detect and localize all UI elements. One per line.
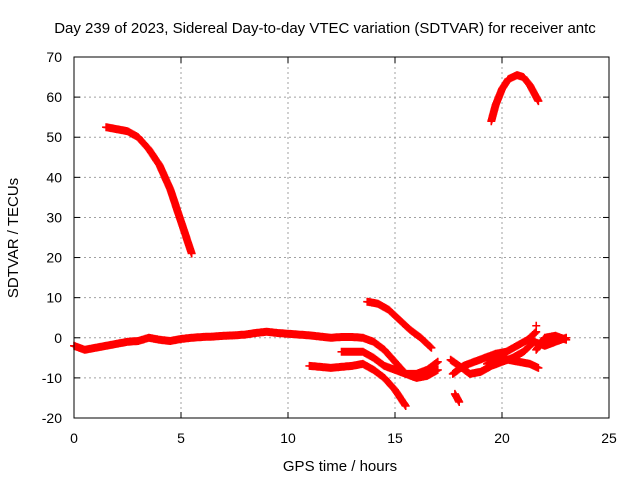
x-tick-label: 20 xyxy=(494,430,510,446)
grid xyxy=(74,57,609,418)
y-tick-label: 30 xyxy=(46,209,62,225)
y-tick-label: 40 xyxy=(46,169,62,185)
y-tick-label: 10 xyxy=(46,290,62,306)
axis-ticks: 0 5 10 15 20 25 -20 -10 0 10 20 30 40 50 60 70 xyxy=(42,49,617,446)
x-tick-label: 0 xyxy=(70,430,78,446)
chart-title: Day 239 of 2023, Sidereal Day-to-day VTE… xyxy=(54,20,596,37)
series-arc-8 xyxy=(448,327,541,378)
x-tick-label: 5 xyxy=(177,430,185,446)
x-axis-label: GPS time / hours xyxy=(283,458,397,475)
y-tick-label: 20 xyxy=(46,250,62,266)
series-arc-10 xyxy=(532,331,571,354)
y-axis-label: SDTVAR / TECUs xyxy=(5,178,22,298)
y-tick-label: 70 xyxy=(46,49,62,65)
y-tick-label: -10 xyxy=(42,370,62,386)
series-arc-6 xyxy=(450,389,464,406)
series-arc-2 xyxy=(102,123,196,258)
y-tick-label: 0 xyxy=(54,330,62,346)
series-arc-12 xyxy=(487,71,543,126)
series-arc-9 xyxy=(483,353,543,372)
x-tick-label: 15 xyxy=(387,430,403,446)
series-arc-5 xyxy=(363,297,436,352)
y-tick-label: 60 xyxy=(46,89,62,105)
y-tick-label: -20 xyxy=(42,410,62,426)
x-tick-label: 10 xyxy=(280,430,296,446)
x-tick-label: 25 xyxy=(601,430,617,446)
data-points xyxy=(70,71,571,410)
series-arc-4 xyxy=(337,347,442,382)
plot-frame xyxy=(73,56,610,419)
y-tick-label: 50 xyxy=(46,129,62,145)
series-arc-11 xyxy=(532,321,541,330)
series-arc-3 xyxy=(305,359,410,410)
